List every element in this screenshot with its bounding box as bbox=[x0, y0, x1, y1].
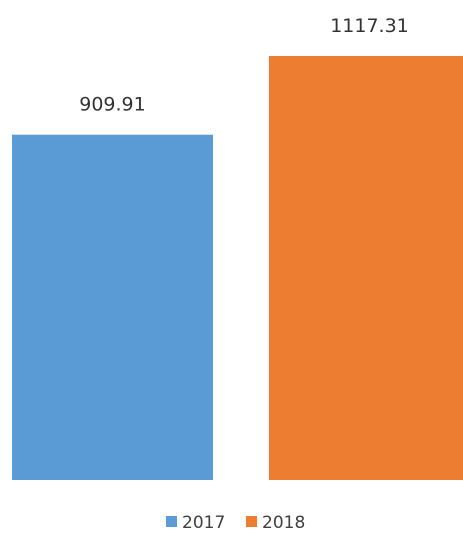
value-labels-layer: 909.91 1117.31 bbox=[79, 15, 409, 116]
data-label-2017: 909.91 bbox=[79, 94, 145, 116]
legend-swatch-2018 bbox=[246, 516, 257, 527]
bar-2018 bbox=[269, 56, 463, 480]
legend: 2017 2018 bbox=[166, 513, 305, 533]
legend-swatch-2017 bbox=[166, 516, 177, 527]
bars-layer bbox=[12, 56, 463, 480]
legend-label-2018: 2018 bbox=[262, 513, 305, 533]
data-label-2018: 1117.31 bbox=[330, 15, 409, 37]
legend-label-2017: 2017 bbox=[182, 513, 225, 533]
bar-2017 bbox=[12, 134, 213, 480]
